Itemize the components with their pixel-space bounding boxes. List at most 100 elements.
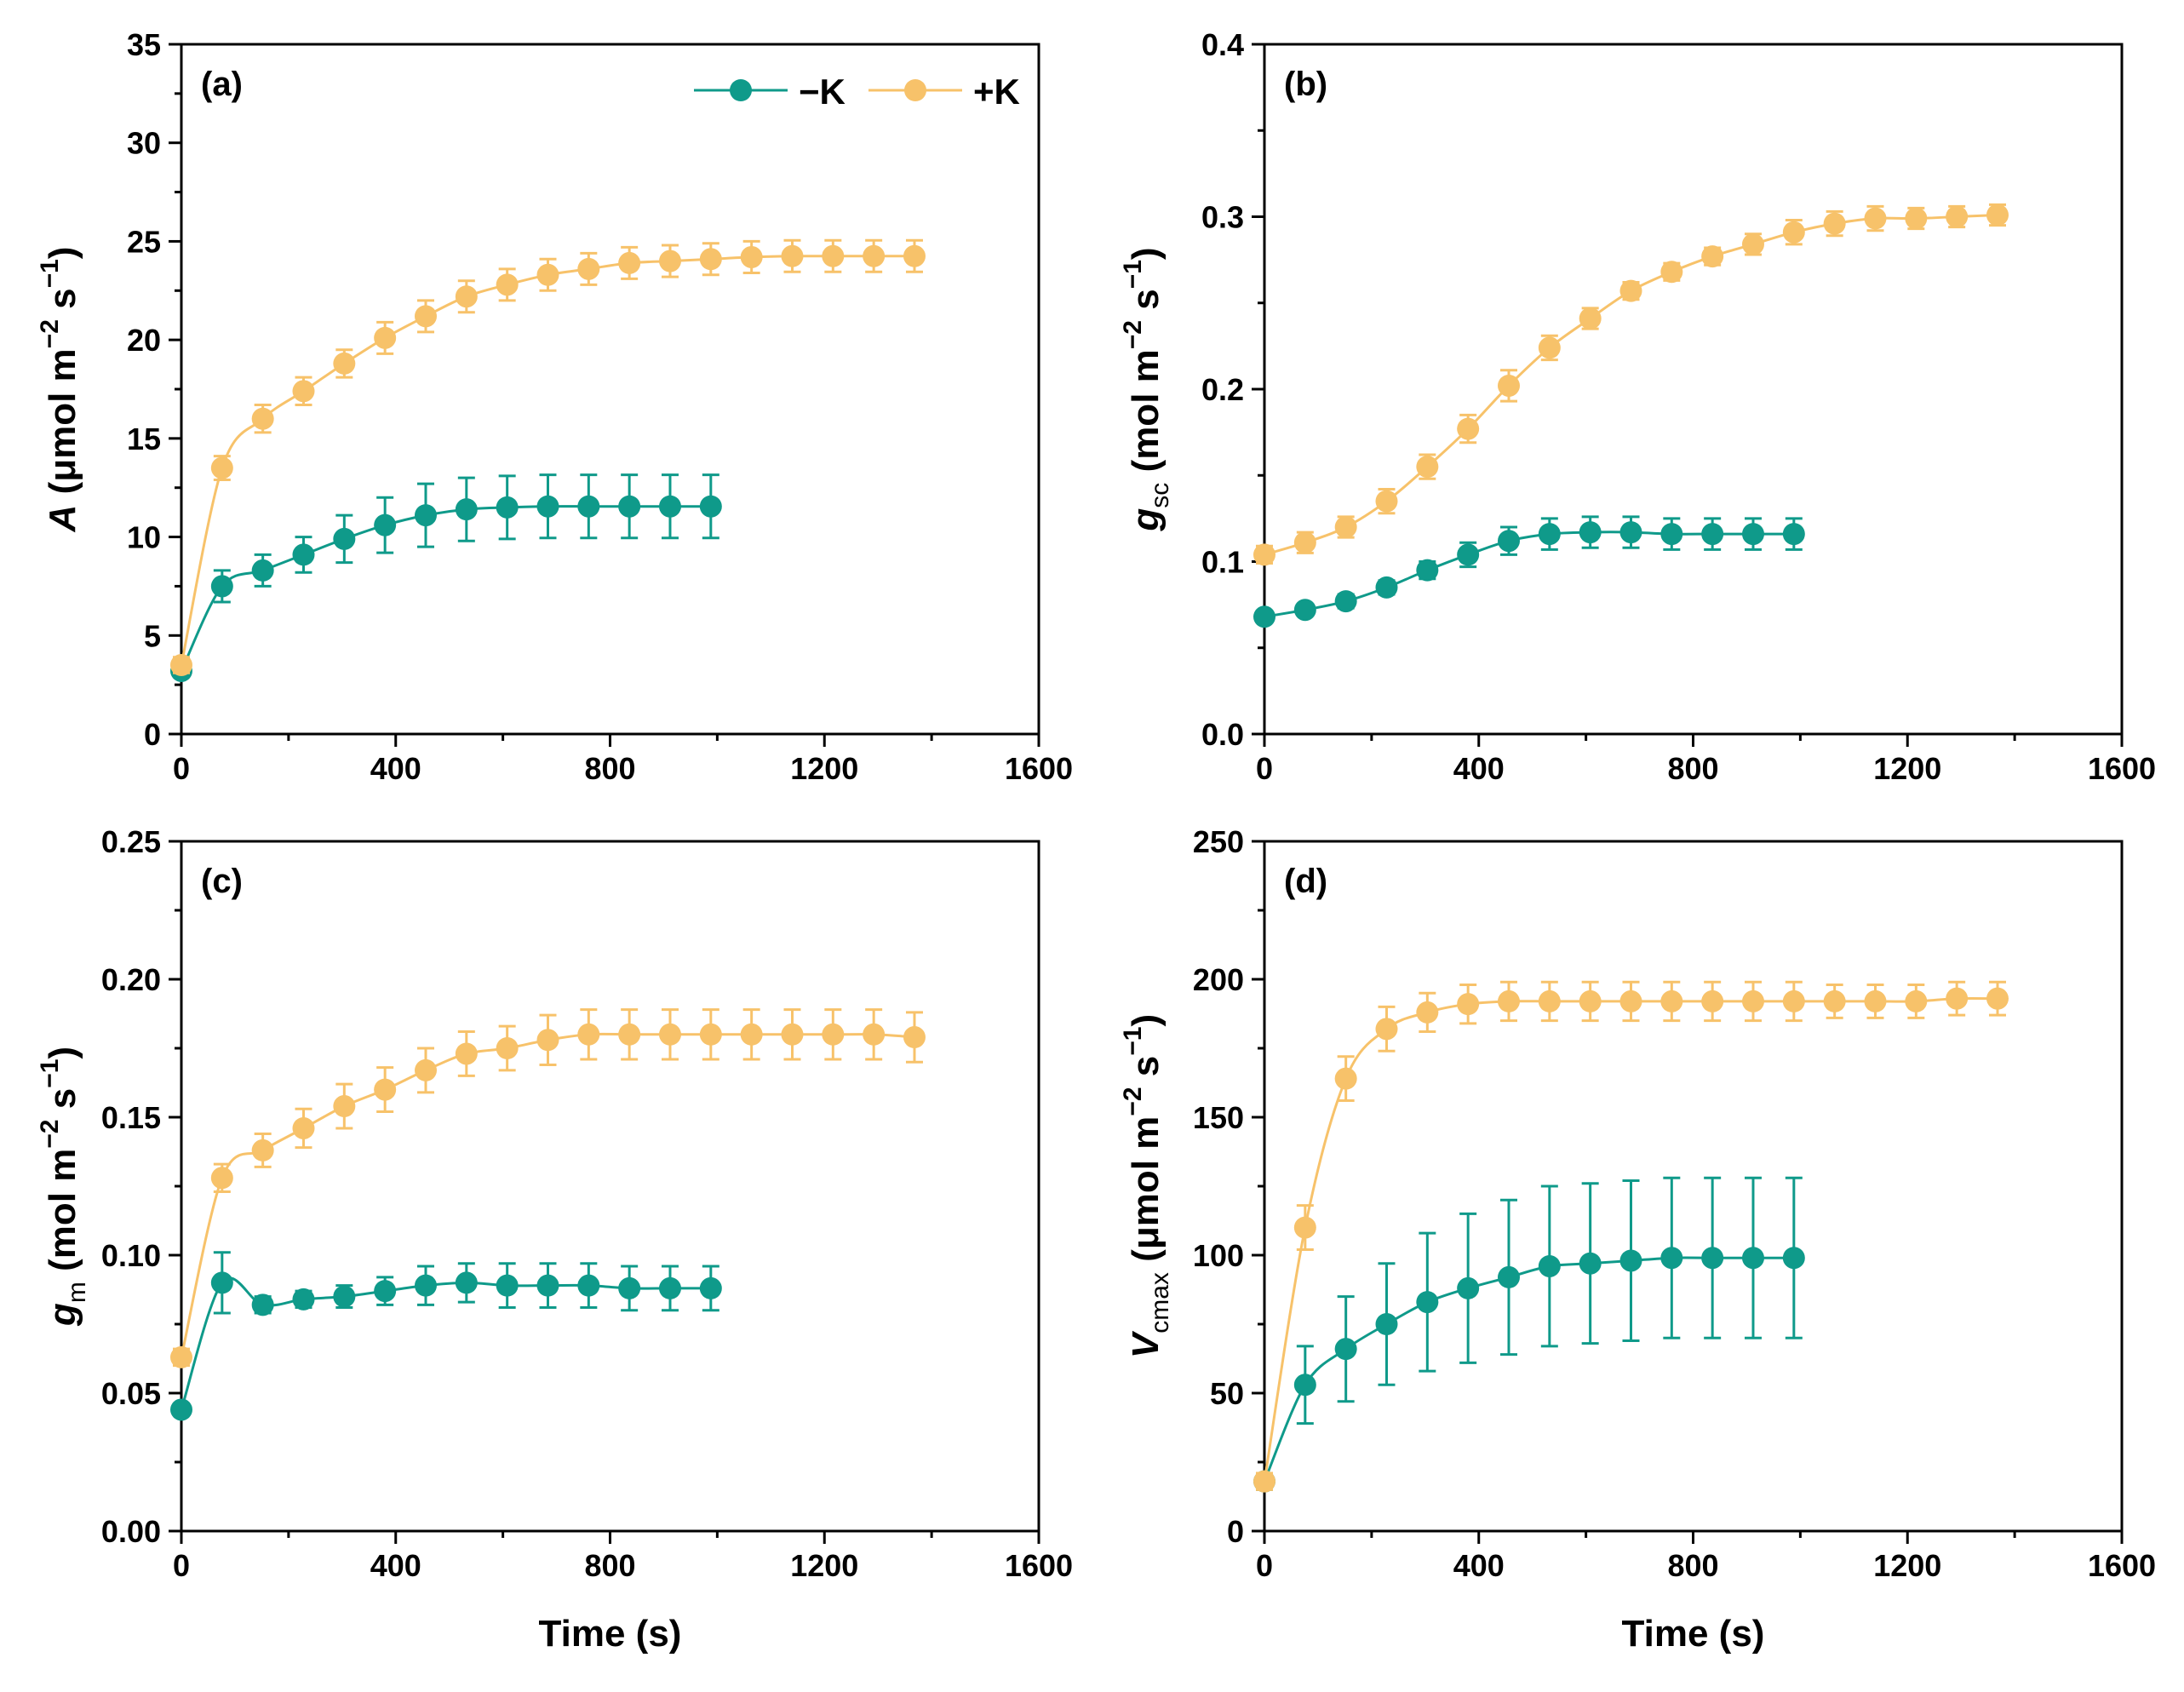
data-point-minus-k [414, 504, 437, 527]
data-point-plus-k [658, 249, 681, 272]
legend-label-minus-k: −K [799, 72, 846, 112]
x-tick-label: 800 [584, 1548, 635, 1583]
y-tick-label: 25 [127, 224, 161, 259]
x-tick-label: 800 [1667, 1548, 1718, 1583]
data-point-plus-k [1538, 336, 1561, 359]
data-point-plus-k [1864, 989, 1887, 1012]
data-point-minus-k [1782, 523, 1805, 546]
data-point-plus-k [1741, 232, 1764, 255]
plot-frame [1263, 43, 2124, 736]
y-axis-title-part: ) [1125, 247, 1167, 260]
y-tick-label: 150 [1193, 1100, 1244, 1135]
data-point-plus-k [740, 1023, 763, 1046]
data-point-plus-k [210, 456, 233, 479]
y-tick-label: 15 [127, 422, 161, 456]
y-axis-title-part: s [1125, 289, 1167, 320]
data-point-plus-k [577, 257, 600, 280]
data-point-plus-k [374, 1078, 397, 1101]
panel-d: 0 400 800 1200 1600 0 50 100 150 200 250 (d) Time (s… [1119, 824, 2156, 1655]
data-point-minus-k [618, 1276, 641, 1299]
y-tick-label: 35 [127, 27, 161, 62]
data-point-plus-k [1823, 989, 1846, 1012]
y-tick-label: 0.3 [1201, 200, 1244, 235]
legend-marker-plus-k [904, 79, 926, 101]
data-point-plus-k [1619, 989, 1642, 1012]
y-axis-title-part: −2 [1119, 320, 1147, 349]
data-point-plus-k [455, 1042, 478, 1065]
data-point-plus-k [251, 407, 274, 430]
data-point-plus-k [333, 352, 356, 375]
data-point-plus-k [1905, 989, 1928, 1012]
y-axis-title-part: −1 [1119, 1027, 1147, 1056]
data-point-plus-k [863, 244, 886, 267]
data-point-minus-k [1619, 521, 1642, 544]
y-axis-title-part: (μmol m [42, 348, 83, 504]
data-point-plus-k [1293, 1216, 1316, 1239]
data-point-minus-k [1457, 543, 1480, 566]
y-tick-label: 0.25 [101, 824, 161, 859]
data-point-minus-k [1701, 523, 1724, 546]
data-point-minus-k [210, 575, 233, 598]
data-point-plus-k [1741, 989, 1764, 1012]
panel-a: 0 400 800 1200 1600 0 5 10 15 20 25 30 35 (a) A (μmol … [36, 27, 1073, 786]
series-line-plus-k [1264, 214, 1998, 556]
data-point-minus-k [618, 495, 641, 518]
data-point-minus-k [658, 1276, 681, 1299]
data-point-plus-k [1701, 245, 1724, 268]
series-minus-k [1253, 515, 1805, 628]
data-point-plus-k [740, 245, 763, 268]
data-point-minus-k [1782, 1247, 1805, 1270]
data-point-minus-k [1741, 523, 1764, 546]
plot-frame [180, 840, 1040, 1533]
y-axis-title-part: A [42, 505, 83, 533]
panel-b: 0 400 800 1200 1600 0.0 0.1 0.2 0.3 0.4 (b) gsc (mo… [1119, 27, 2156, 786]
data-point-plus-k [1416, 456, 1439, 479]
data-point-minus-k [210, 1271, 233, 1294]
data-point-minus-k [536, 495, 559, 518]
data-point-plus-k [1864, 207, 1887, 230]
y-axis-title-part: (μmol m [1125, 1116, 1167, 1272]
data-point-plus-k [1375, 1018, 1398, 1041]
data-point-plus-k [1253, 1470, 1275, 1493]
data-point-minus-k [1660, 523, 1683, 546]
data-point-plus-k [1538, 989, 1561, 1012]
data-point-plus-k [333, 1095, 356, 1118]
data-point-plus-k [1782, 989, 1805, 1012]
y-axis-title: gsc (mol m−2 s−1) [1119, 247, 1174, 531]
data-point-plus-k [1253, 543, 1275, 566]
panel-label: (c) [201, 863, 243, 900]
panel-c: 0 400 800 1200 1600 0.00 0.05 0.10 0.15 0.20 0.25 (… [36, 824, 1073, 1655]
data-point-minus-k [1293, 1374, 1316, 1397]
data-point-minus-k [1497, 530, 1520, 553]
y-tick-label: 0 [1227, 1514, 1244, 1549]
data-point-plus-k [658, 1023, 681, 1046]
data-point-minus-k [577, 495, 600, 518]
x-tick-label: 400 [1453, 751, 1505, 786]
x-tick-label: 1200 [1873, 751, 1941, 786]
y-axis-title-part: ) [42, 1047, 83, 1059]
data-point-plus-k [1293, 531, 1316, 554]
data-point-plus-k [1619, 279, 1642, 302]
x-tick-label: 1200 [790, 751, 858, 786]
data-point-minus-k [1334, 590, 1357, 613]
data-point-plus-k [536, 263, 559, 286]
data-point-minus-k [1253, 605, 1275, 628]
y-axis-title: Vcmax (μmol m−2 s−1) [1119, 1014, 1174, 1358]
y-axis-title: A (μmol m−2 s−1) [36, 247, 83, 533]
data-point-plus-k [1946, 987, 1969, 1010]
y-axis-title-part: (mol m [42, 1149, 83, 1282]
data-point-plus-k [781, 244, 804, 267]
y-axis-title-part: −1 [36, 1059, 64, 1088]
data-point-plus-k [863, 1023, 886, 1046]
y-axis-title-part: s [42, 288, 83, 319]
x-tick-label: 400 [370, 1548, 421, 1583]
data-point-plus-k [414, 305, 437, 328]
data-point-plus-k [170, 1345, 192, 1368]
y-axis-title-part: s [42, 1088, 83, 1120]
data-point-plus-k [1457, 417, 1480, 440]
x-tick-label: 1600 [1005, 751, 1073, 786]
data-point-plus-k [822, 1023, 845, 1046]
data-point-plus-k [1986, 987, 2009, 1010]
data-point-plus-k [1497, 989, 1520, 1012]
data-point-minus-k [455, 498, 478, 521]
